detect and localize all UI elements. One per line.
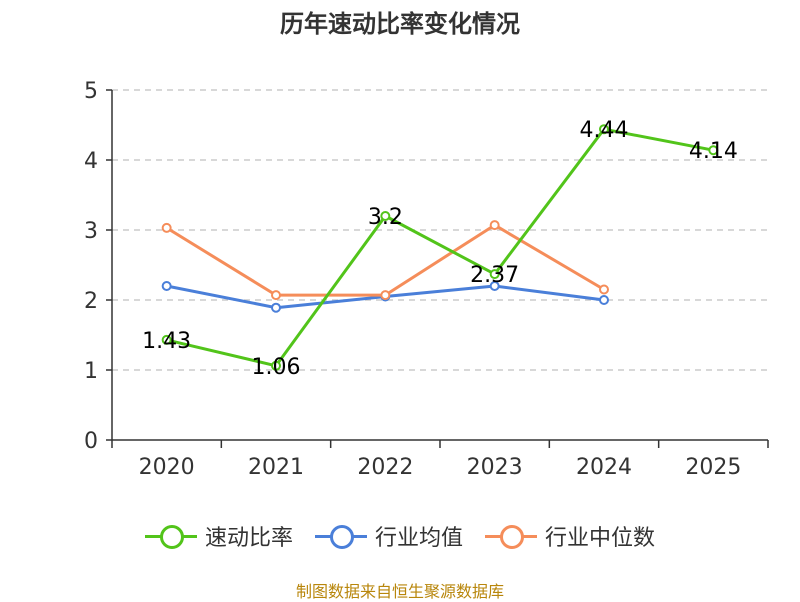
data-point xyxy=(380,211,391,221)
legend-line-icon xyxy=(485,524,537,549)
x-tick-label: 2021 xyxy=(248,455,304,480)
data-label: 1.43 xyxy=(142,329,191,354)
data-point xyxy=(271,302,281,313)
legend-line-icon xyxy=(144,524,197,549)
y-tick-label: 1 xyxy=(84,359,98,384)
axes: 0 1 2 3 4 5 2020 2021 2022 2023 2024 2025 xyxy=(84,79,769,480)
chart-title: 历年速动比率变化情况 xyxy=(280,10,520,38)
data-label: 4.44 xyxy=(580,118,629,143)
series-lines xyxy=(161,124,719,371)
data-label: 3.2 xyxy=(368,205,403,230)
data-point xyxy=(271,360,281,371)
data-point xyxy=(489,281,500,291)
legend: 速动比率 行业均值 行业中位数 xyxy=(0,520,800,552)
data-point xyxy=(271,290,281,301)
legend-label: 速动比率 xyxy=(204,526,293,551)
data-point xyxy=(380,290,391,301)
data-point xyxy=(489,269,500,280)
y-tick-label: 5 xyxy=(84,79,98,104)
x-tick-label: 2022 xyxy=(357,455,413,480)
legend-label: 行业中位数 xyxy=(545,526,656,551)
y-tick-label: 0 xyxy=(84,429,98,454)
data-source-note: 制图数据来自恒生聚源数据库 xyxy=(295,582,504,601)
grid-lines xyxy=(112,89,768,371)
legend-item-quick-ratio[interactable]: 速动比率 xyxy=(144,520,293,552)
x-tick-label: 2025 xyxy=(685,455,741,480)
legend-item-industry-median[interactable]: 行业中位数 xyxy=(485,520,655,552)
data-point xyxy=(708,145,719,156)
data-point xyxy=(161,222,172,233)
data-point xyxy=(489,220,500,231)
series-line xyxy=(165,223,605,297)
legend-line-icon xyxy=(314,524,367,549)
data-label: 1.06 xyxy=(252,355,301,380)
legend-item-industry-mean[interactable]: 行业均值 xyxy=(314,520,463,552)
y-tick-label: 3 xyxy=(84,219,98,244)
series-line xyxy=(166,127,714,368)
legend-label: 行业均值 xyxy=(374,526,463,551)
x-tick-label: 2024 xyxy=(576,455,632,480)
data-labels: 1.43 1.06 3.2 2.37 4.44 4.14 xyxy=(142,118,738,380)
data-label: 2.37 xyxy=(470,263,519,288)
data-point xyxy=(599,124,609,135)
data-point xyxy=(161,281,172,291)
data-point xyxy=(161,334,172,345)
x-tick-label: 2020 xyxy=(139,455,195,480)
y-tick-label: 2 xyxy=(84,289,98,314)
data-label: 4.14 xyxy=(689,139,738,164)
data-point xyxy=(599,284,609,295)
x-tick-label: 2023 xyxy=(467,455,523,480)
y-tick-label: 4 xyxy=(84,149,98,174)
data-point xyxy=(599,295,609,305)
